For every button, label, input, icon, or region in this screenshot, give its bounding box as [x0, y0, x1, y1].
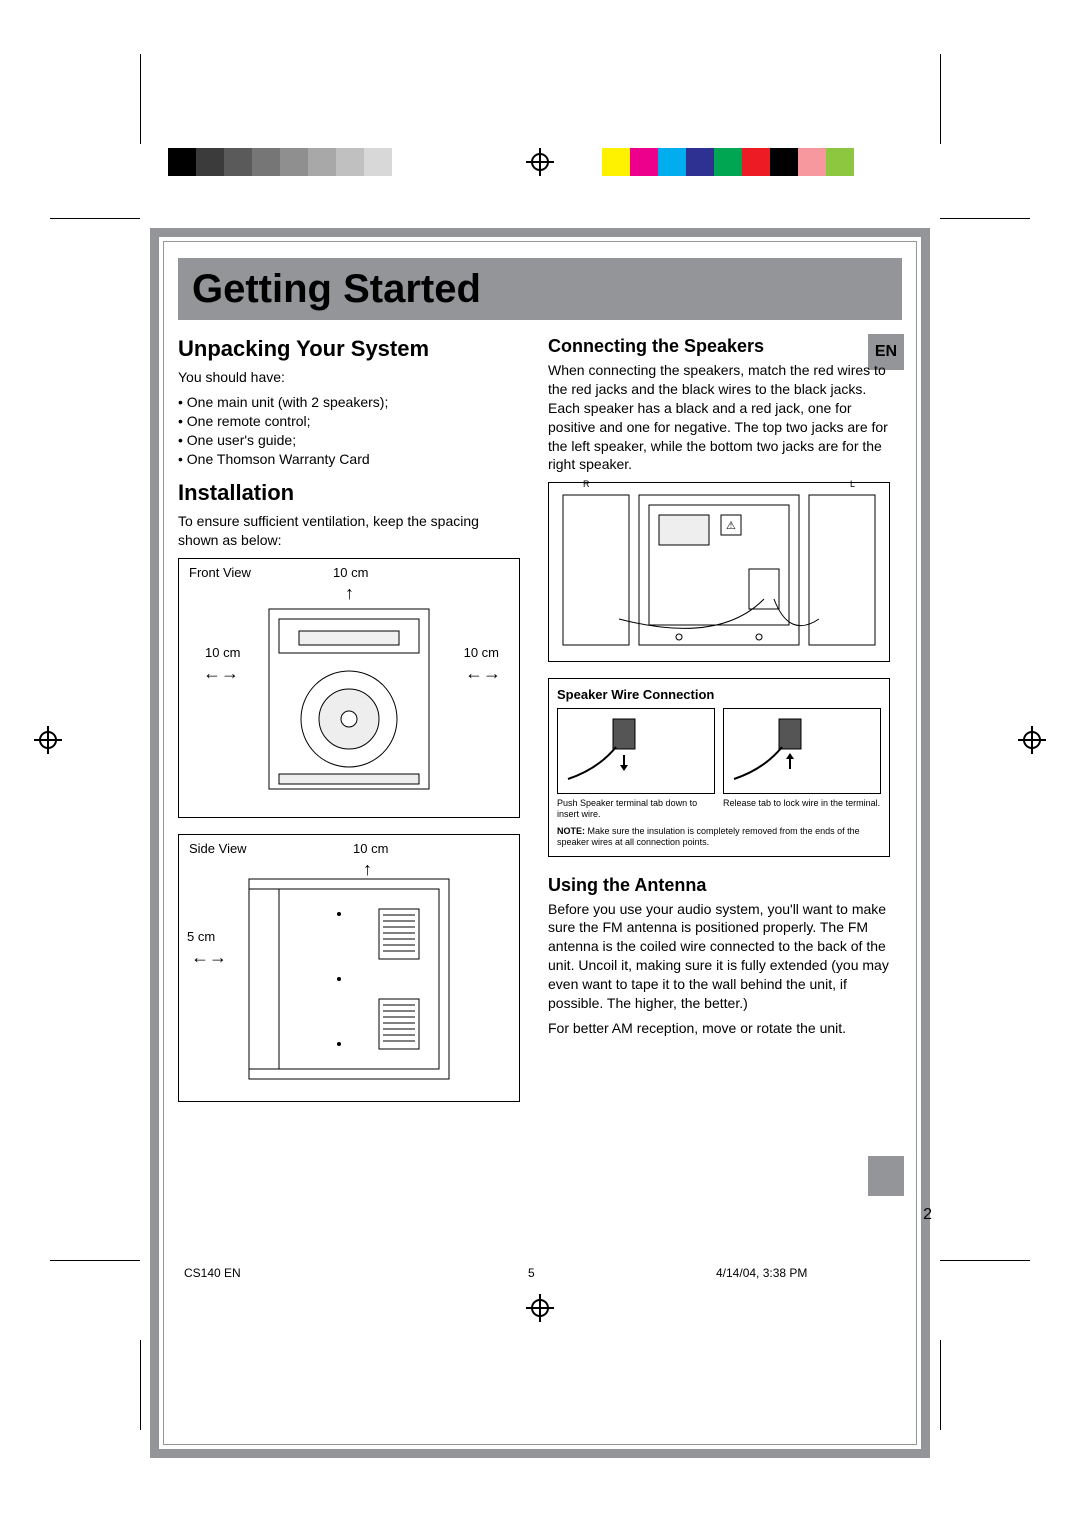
- unpacking-intro: You should have:: [178, 368, 520, 387]
- unpacking-list: One main unit (with 2 speakers);One remo…: [178, 393, 520, 469]
- fig1-left-dim: 10 cm: [205, 645, 240, 660]
- swb-fig-2: [723, 708, 881, 794]
- crop-bl-v: [140, 1340, 141, 1430]
- crop-br-v: [940, 1340, 941, 1430]
- crop-tl-h: [50, 218, 140, 219]
- page-number: 2: [923, 1206, 932, 1224]
- list-item: One remote control;: [178, 412, 520, 431]
- right-column: Connecting the Speakers When connecting …: [548, 336, 890, 1044]
- registration-right: [1018, 726, 1046, 754]
- antenna-text-2: For better AM reception, move or rotate …: [548, 1019, 890, 1038]
- heading-speakers: Connecting the Speakers: [548, 336, 890, 357]
- svg-text:⚠: ⚠: [726, 520, 736, 532]
- heading-antenna: Using the Antenna: [548, 875, 890, 896]
- swb-fig-1: [557, 708, 715, 794]
- speaker-diagram-svg: ⚠: [559, 489, 879, 655]
- fig1-right-dim: 10 cm: [464, 645, 499, 660]
- speakers-text: When connecting the speakers, match the …: [548, 361, 890, 474]
- arrow-right-icon: ←→: [465, 663, 501, 684]
- crop-bl-h: [50, 1260, 140, 1261]
- fig1-label: Front View: [189, 565, 251, 580]
- fig1-top-dim: 10 cm: [333, 565, 368, 580]
- heading-installation: Installation: [178, 480, 520, 506]
- footer-sheet: 5: [528, 1266, 535, 1280]
- swb-note-bold: NOTE:: [557, 826, 585, 836]
- fig2-top-dim: 10 cm: [353, 841, 388, 856]
- side-view-svg: [239, 869, 459, 1089]
- figure-side-view: Side View 10 cm 5 cm ↑ ←→: [178, 834, 520, 1102]
- fig2-label: Side View: [189, 841, 247, 856]
- crop-tr-h: [940, 218, 1030, 219]
- crop-br-h: [940, 1260, 1030, 1261]
- figure-front-view: Front View 10 cm 10 cm 10 cm ↑ ←→ ←→: [178, 558, 520, 818]
- arrow-left-icon: ←→: [203, 663, 239, 684]
- list-item: One user's guide;: [178, 431, 520, 450]
- page-title: Getting Started: [178, 258, 902, 320]
- crop-tr-v: [940, 54, 941, 144]
- registration-left: [34, 726, 62, 754]
- antenna-text-1: Before you use your audio system, you'll…: [548, 900, 890, 1013]
- diagram-r: R: [583, 479, 590, 489]
- swb-title: Speaker Wire Connection: [557, 687, 881, 702]
- heading-unpacking: Unpacking Your System: [178, 336, 520, 362]
- left-column: Unpacking Your System You should have: O…: [178, 336, 520, 1118]
- footer-doc: CS140 EN: [184, 1266, 241, 1280]
- crop-tl-v: [140, 54, 141, 144]
- diagram-l: L: [850, 479, 855, 489]
- colorbar-gray: [168, 148, 392, 176]
- swb-caption-1: Push Speaker terminal tab down to insert…: [557, 798, 715, 820]
- swb-note: NOTE: Make sure the insulation is comple…: [557, 826, 881, 848]
- page-number-tab: [868, 1156, 904, 1196]
- swb-note-text: Make sure the insulation is completely r…: [557, 826, 860, 847]
- registration-top: [526, 148, 554, 176]
- list-item: One main unit (with 2 speakers);: [178, 393, 520, 412]
- speaker-wire-box: Speaker Wire Connection Push Speaker ter…: [548, 678, 890, 856]
- list-item: One Thomson Warranty Card: [178, 450, 520, 469]
- colorbar-color: [602, 148, 854, 176]
- arrow-left-icon: ←→: [191, 947, 227, 968]
- figure-speaker-diagram: ⚠ R L: [548, 482, 890, 662]
- front-view-svg: [259, 599, 439, 799]
- footer-time: 4/14/04, 3:38 PM: [716, 1266, 807, 1280]
- swb-caption-2: Release tab to lock wire in the terminal…: [723, 798, 881, 820]
- fig2-left-dim: 5 cm: [187, 929, 215, 944]
- installation-intro: To ensure sufficient ventilation, keep t…: [178, 512, 520, 550]
